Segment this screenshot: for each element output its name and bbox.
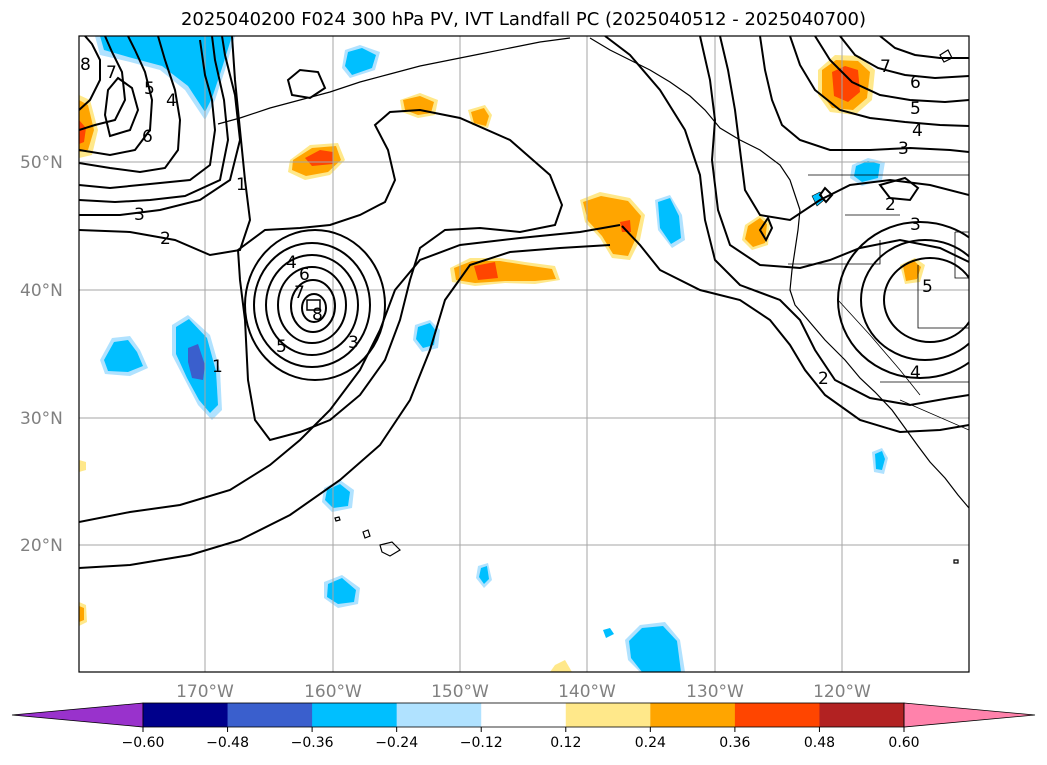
contour-label: 2 [818, 369, 829, 389]
contour-label: 3 [910, 215, 921, 235]
colorbar-swatch [312, 703, 398, 727]
contour-label: 8 [312, 305, 323, 325]
contour-label: 5 [922, 277, 933, 297]
contour-label: 2 [885, 195, 896, 215]
contour-label: 5 [276, 337, 287, 357]
lon-label: 120°W [813, 682, 871, 702]
colorbar-swatch [481, 703, 567, 727]
colorbar-extend-max [903, 702, 1036, 728]
contour-label: 3 [898, 139, 909, 159]
contour-label: 2 [160, 229, 171, 249]
colorbar-swatch [227, 703, 313, 727]
lon-label: 130°W [686, 682, 744, 702]
colorbar-swatch [734, 703, 820, 727]
ivt-contours [79, 36, 969, 569]
longitude-labels: 170°W 160°W 150°W 140°W 130°W 120°W [176, 682, 871, 702]
colorbar-tick-label: −0.24 [375, 735, 418, 751]
contour-label: 7 [880, 57, 891, 77]
latitude-labels: 50°N 40°N 30°N 20°N [20, 153, 63, 556]
graticule [79, 36, 969, 672]
contour-label: 4 [166, 91, 177, 111]
contour-label: 5 [144, 79, 155, 99]
lon-label: 170°W [176, 682, 234, 702]
lat-label: 30°N [20, 409, 63, 429]
contour-label: 4 [286, 253, 297, 273]
colorbar-swatch [819, 703, 905, 727]
contour-label: 7 [294, 283, 305, 303]
contour-label: 8 [80, 55, 91, 75]
map-frame [78, 35, 970, 673]
colorbar: −0.60 −0.48 −0.36 −0.24 −0.12 0.12 0.24 0.36 0.4… [11, 702, 1036, 751]
lon-label: 150°W [431, 682, 489, 702]
colorbar-tick-label: −0.60 [122, 735, 165, 751]
lat-label: 50°N [20, 153, 63, 173]
map-title: 2025040200 F024 300 hPa PV, IVT Landfall… [180, 9, 867, 30]
lat-label: 20°N [20, 536, 63, 556]
contour-label: 6 [142, 127, 153, 147]
colorbar-tick-label: 0.24 [635, 735, 666, 751]
contour-label: 4 [910, 363, 921, 383]
contour-label: 1 [212, 357, 223, 377]
colorbar-tick-label: −0.48 [206, 735, 249, 751]
lon-label: 140°W [558, 682, 616, 702]
colorbar-swatch [143, 703, 229, 727]
contour-label: 3 [348, 333, 359, 353]
colorbar-swatch [650, 703, 736, 727]
colorbar-extend-min [11, 702, 144, 728]
colorbar-outline [142, 702, 905, 728]
colorbar-tick-label: 0.12 [550, 735, 581, 751]
contour-label: 6 [299, 265, 310, 285]
contour-label: 7 [106, 63, 117, 83]
colorbar-tick-label: 0.36 [719, 735, 750, 751]
colorbar-tick-label: 0.60 [888, 735, 919, 751]
colorbar-swatch [565, 703, 651, 727]
lon-label: 160°W [304, 682, 362, 702]
colorbar-tick-label: −0.12 [460, 735, 503, 751]
colorbar-tick-label: −0.36 [291, 735, 334, 751]
contour-label: 1 [236, 175, 247, 195]
contour-label: 5 [910, 99, 921, 119]
contour-label: 3 [134, 205, 145, 225]
contour-label: 6 [910, 73, 921, 93]
lat-label: 40°N [20, 281, 63, 301]
contour-labels: 8 7 5 4 6 1 3 2 4 6 7 8 5 3 1 7 6 5 4 3 … [80, 55, 933, 389]
contour-label: 4 [912, 121, 923, 141]
colorbar-swatch [396, 703, 482, 727]
pv-anomaly-fills [79, 36, 925, 672]
colorbar-tick-label: 0.48 [804, 735, 835, 751]
